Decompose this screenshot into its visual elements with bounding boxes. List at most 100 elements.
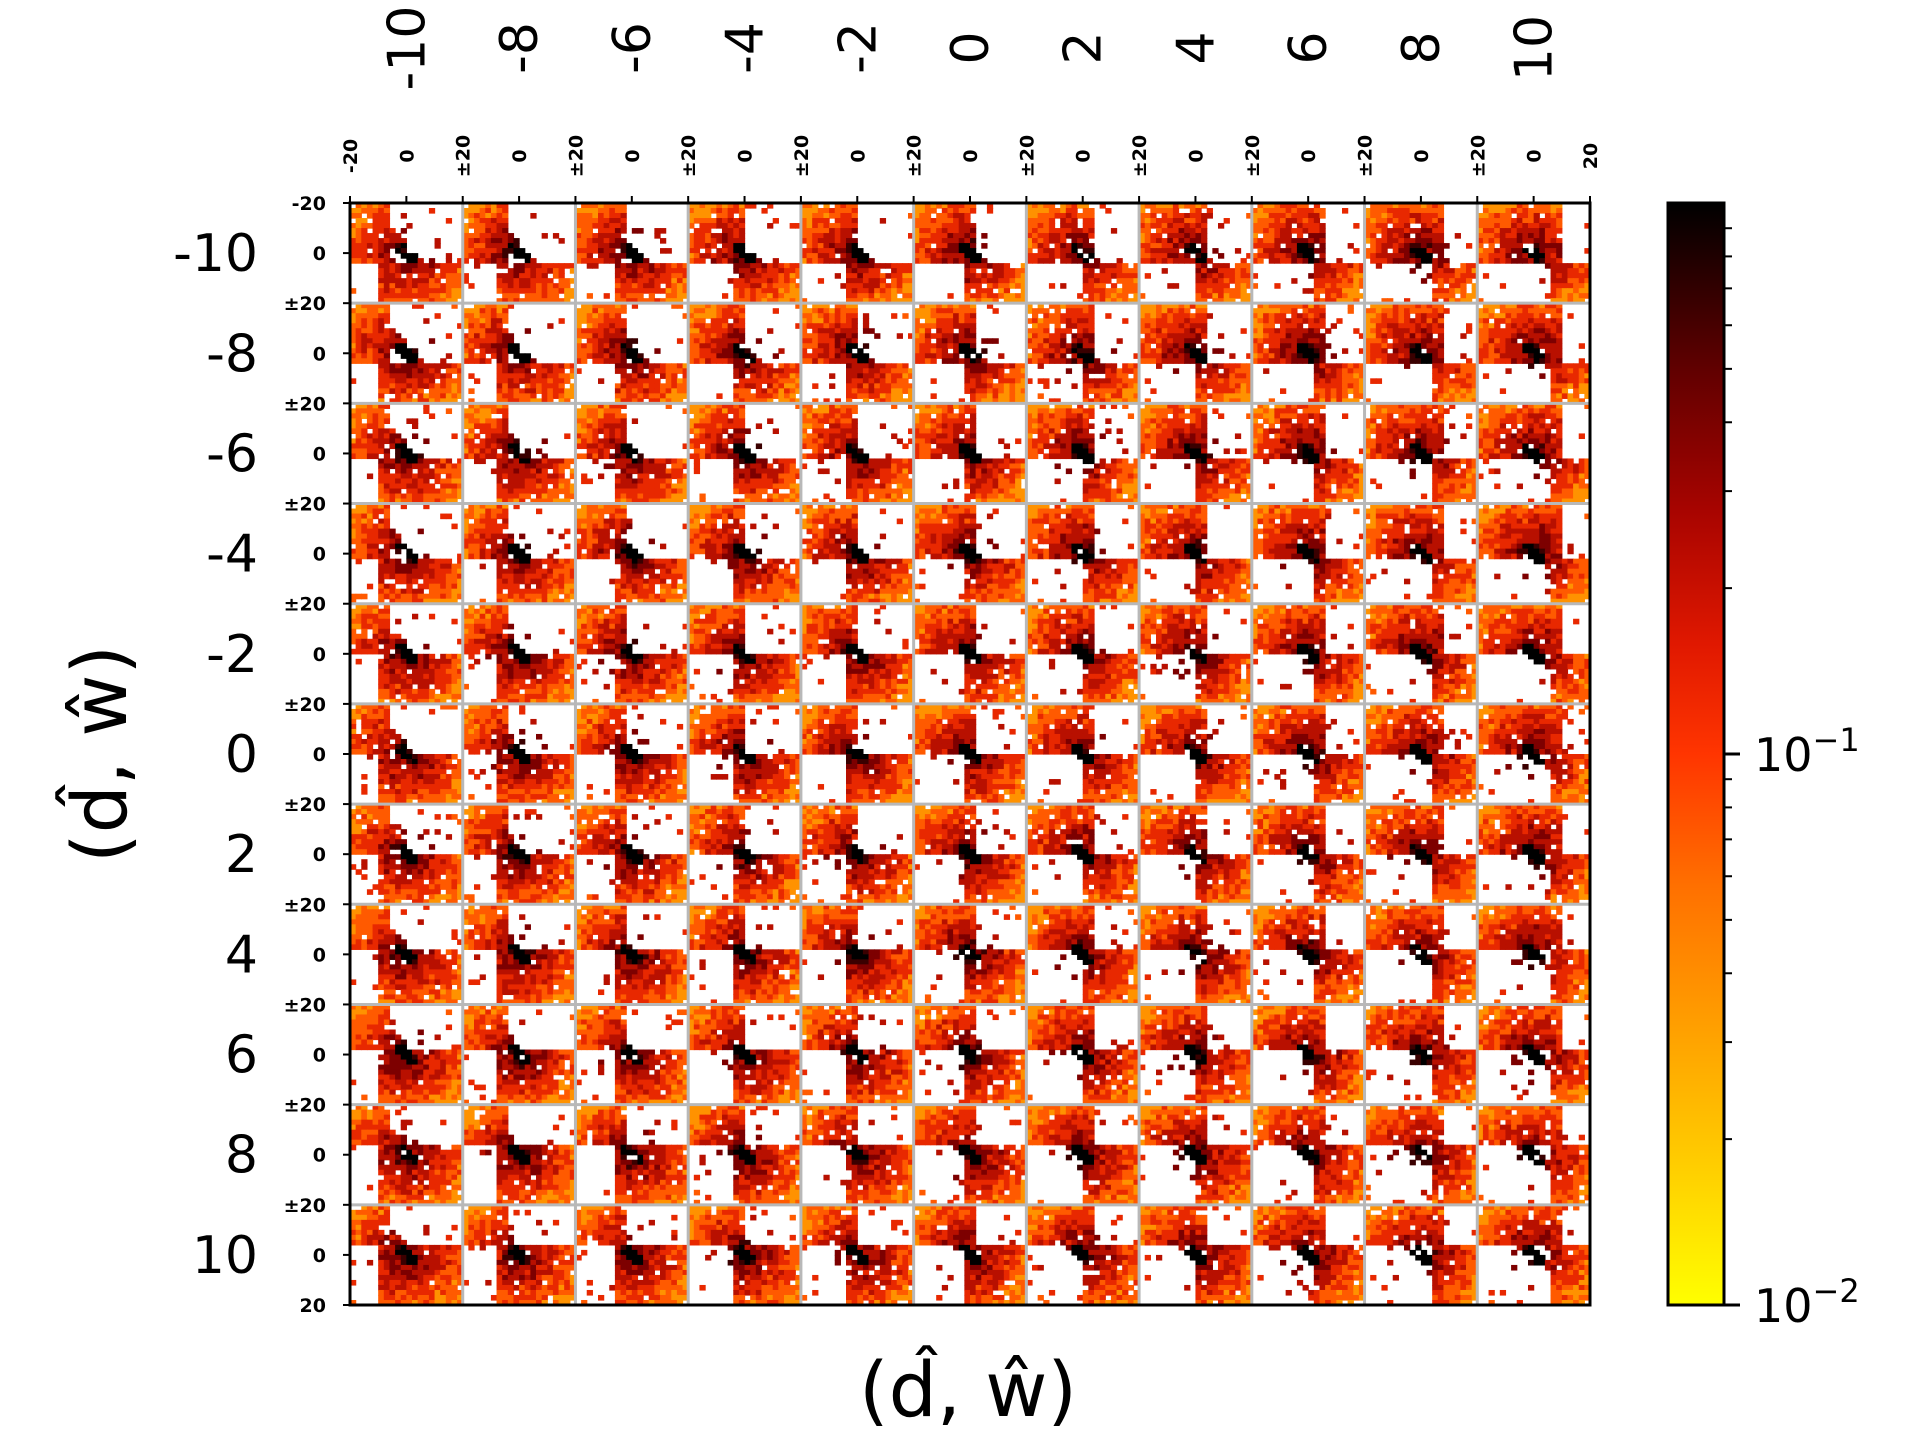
heatmap-cell <box>1511 218 1518 224</box>
heatmap-cell <box>1144 258 1151 264</box>
heatmap-cell <box>1150 218 1157 224</box>
heatmap-cell <box>598 258 605 264</box>
heatmap-cell <box>451 398 458 404</box>
heatmap-cell <box>1409 338 1416 344</box>
heatmap-cell <box>1330 278 1337 284</box>
heatmap-cell <box>631 253 639 259</box>
heatmap-cell <box>434 298 441 304</box>
heatmap-cell <box>1127 298 1135 304</box>
heatmap-cell <box>1268 228 1275 234</box>
heatmap-cell <box>812 248 819 254</box>
heatmap-cell <box>840 213 847 219</box>
heatmap-cell <box>1218 293 1225 299</box>
heatmap-cell <box>975 293 982 299</box>
heatmap-cell <box>1285 253 1292 259</box>
heatmap-cell <box>383 283 391 289</box>
heatmap-cell <box>671 383 678 389</box>
heatmap-cell <box>710 358 717 364</box>
heatmap-cell <box>378 343 385 349</box>
heatmap-cell <box>1302 348 1309 354</box>
heatmap-cell <box>586 208 593 214</box>
heatmap-cell <box>395 298 402 304</box>
heatmap-cell <box>1347 383 1354 389</box>
heatmap-cell <box>434 278 441 284</box>
heatmap-cell <box>1054 303 1061 309</box>
heatmap-cell <box>1522 358 1529 364</box>
heatmap-cell <box>1336 298 1343 304</box>
heatmap-cell <box>874 278 881 284</box>
heatmap-cell <box>1060 283 1067 289</box>
heatmap-cell <box>1246 253 1253 259</box>
heatmap-cell <box>1032 328 1039 334</box>
heatmap-cell <box>1139 323 1146 329</box>
heatmap-cell <box>428 373 436 379</box>
heatmap-cell <box>1082 238 1089 244</box>
heatmap-cell <box>1494 323 1501 329</box>
heatmap-cell <box>1415 303 1422 309</box>
heatmap-cell <box>784 263 791 269</box>
heatmap-cell <box>1449 268 1456 274</box>
heatmap-cell <box>1077 358 1084 364</box>
heatmap-cell <box>1043 323 1050 329</box>
heatmap-cell <box>1003 388 1011 394</box>
heatmap-cell <box>789 273 796 279</box>
heatmap-cell <box>1556 293 1563 299</box>
heatmap-cell <box>665 368 672 374</box>
heatmap-cell <box>738 273 746 279</box>
heatmap-cell <box>1251 228 1259 234</box>
heatmap-cell <box>795 273 802 279</box>
heatmap-cell <box>846 213 853 219</box>
heatmap-cell <box>350 353 357 359</box>
heatmap-cell <box>626 348 633 354</box>
heatmap-cell <box>1511 328 1518 334</box>
heatmap-cell <box>1313 293 1321 299</box>
heatmap-cell <box>1544 363 1552 369</box>
heatmap-cell <box>1167 243 1174 249</box>
heatmap-cell <box>423 368 430 374</box>
heatmap-cell <box>1347 278 1354 284</box>
heatmap-cell <box>817 328 825 334</box>
heatmap-cell <box>389 368 396 374</box>
heatmap-cell <box>1251 243 1259 249</box>
heatmap-cell <box>891 288 898 294</box>
heatmap-cell <box>389 283 396 289</box>
heatmap-cell <box>1218 383 1225 389</box>
heatmap-cell <box>1420 318 1428 324</box>
heatmap-cell <box>395 243 402 249</box>
heatmap-cell <box>795 323 802 329</box>
heatmap-cell <box>496 393 503 399</box>
heatmap-cell <box>1257 333 1264 339</box>
heatmap-cell <box>660 248 667 254</box>
heatmap-cell <box>1116 273 1123 279</box>
heatmap-cell <box>665 373 672 379</box>
heatmap-cell <box>400 348 407 354</box>
heatmap-cell <box>1516 223 1523 229</box>
heatmap-cell <box>970 383 977 389</box>
heatmap-cell <box>755 358 763 364</box>
heatmap-cell <box>1263 318 1270 324</box>
heatmap-cell <box>1488 348 1495 354</box>
heatmap-cell <box>383 358 391 364</box>
heatmap-cell <box>823 358 830 364</box>
heatmap-cell <box>1201 303 1208 309</box>
heatmap-cell <box>485 203 492 209</box>
heatmap-cell <box>851 308 858 314</box>
heatmap-cell <box>1184 218 1191 224</box>
heatmap-cell <box>575 313 582 319</box>
heatmap-cell <box>1071 258 1078 264</box>
heatmap-cell <box>1268 248 1275 254</box>
heatmap-cell <box>1415 233 1422 239</box>
heatmap-cell <box>1392 238 1399 244</box>
heatmap-cell <box>547 323 554 329</box>
heatmap-cell <box>738 293 746 299</box>
heatmap-cell <box>778 348 785 354</box>
heatmap-cell <box>970 228 977 234</box>
heatmap-cell <box>1195 283 1202 289</box>
heatmap-cell <box>1539 223 1546 229</box>
heatmap-cell <box>834 238 841 244</box>
heatmap-cell <box>445 378 453 384</box>
heatmap-cell <box>1291 208 1298 214</box>
heatmap-cell <box>372 258 379 264</box>
heatmap-cell <box>1313 343 1321 349</box>
